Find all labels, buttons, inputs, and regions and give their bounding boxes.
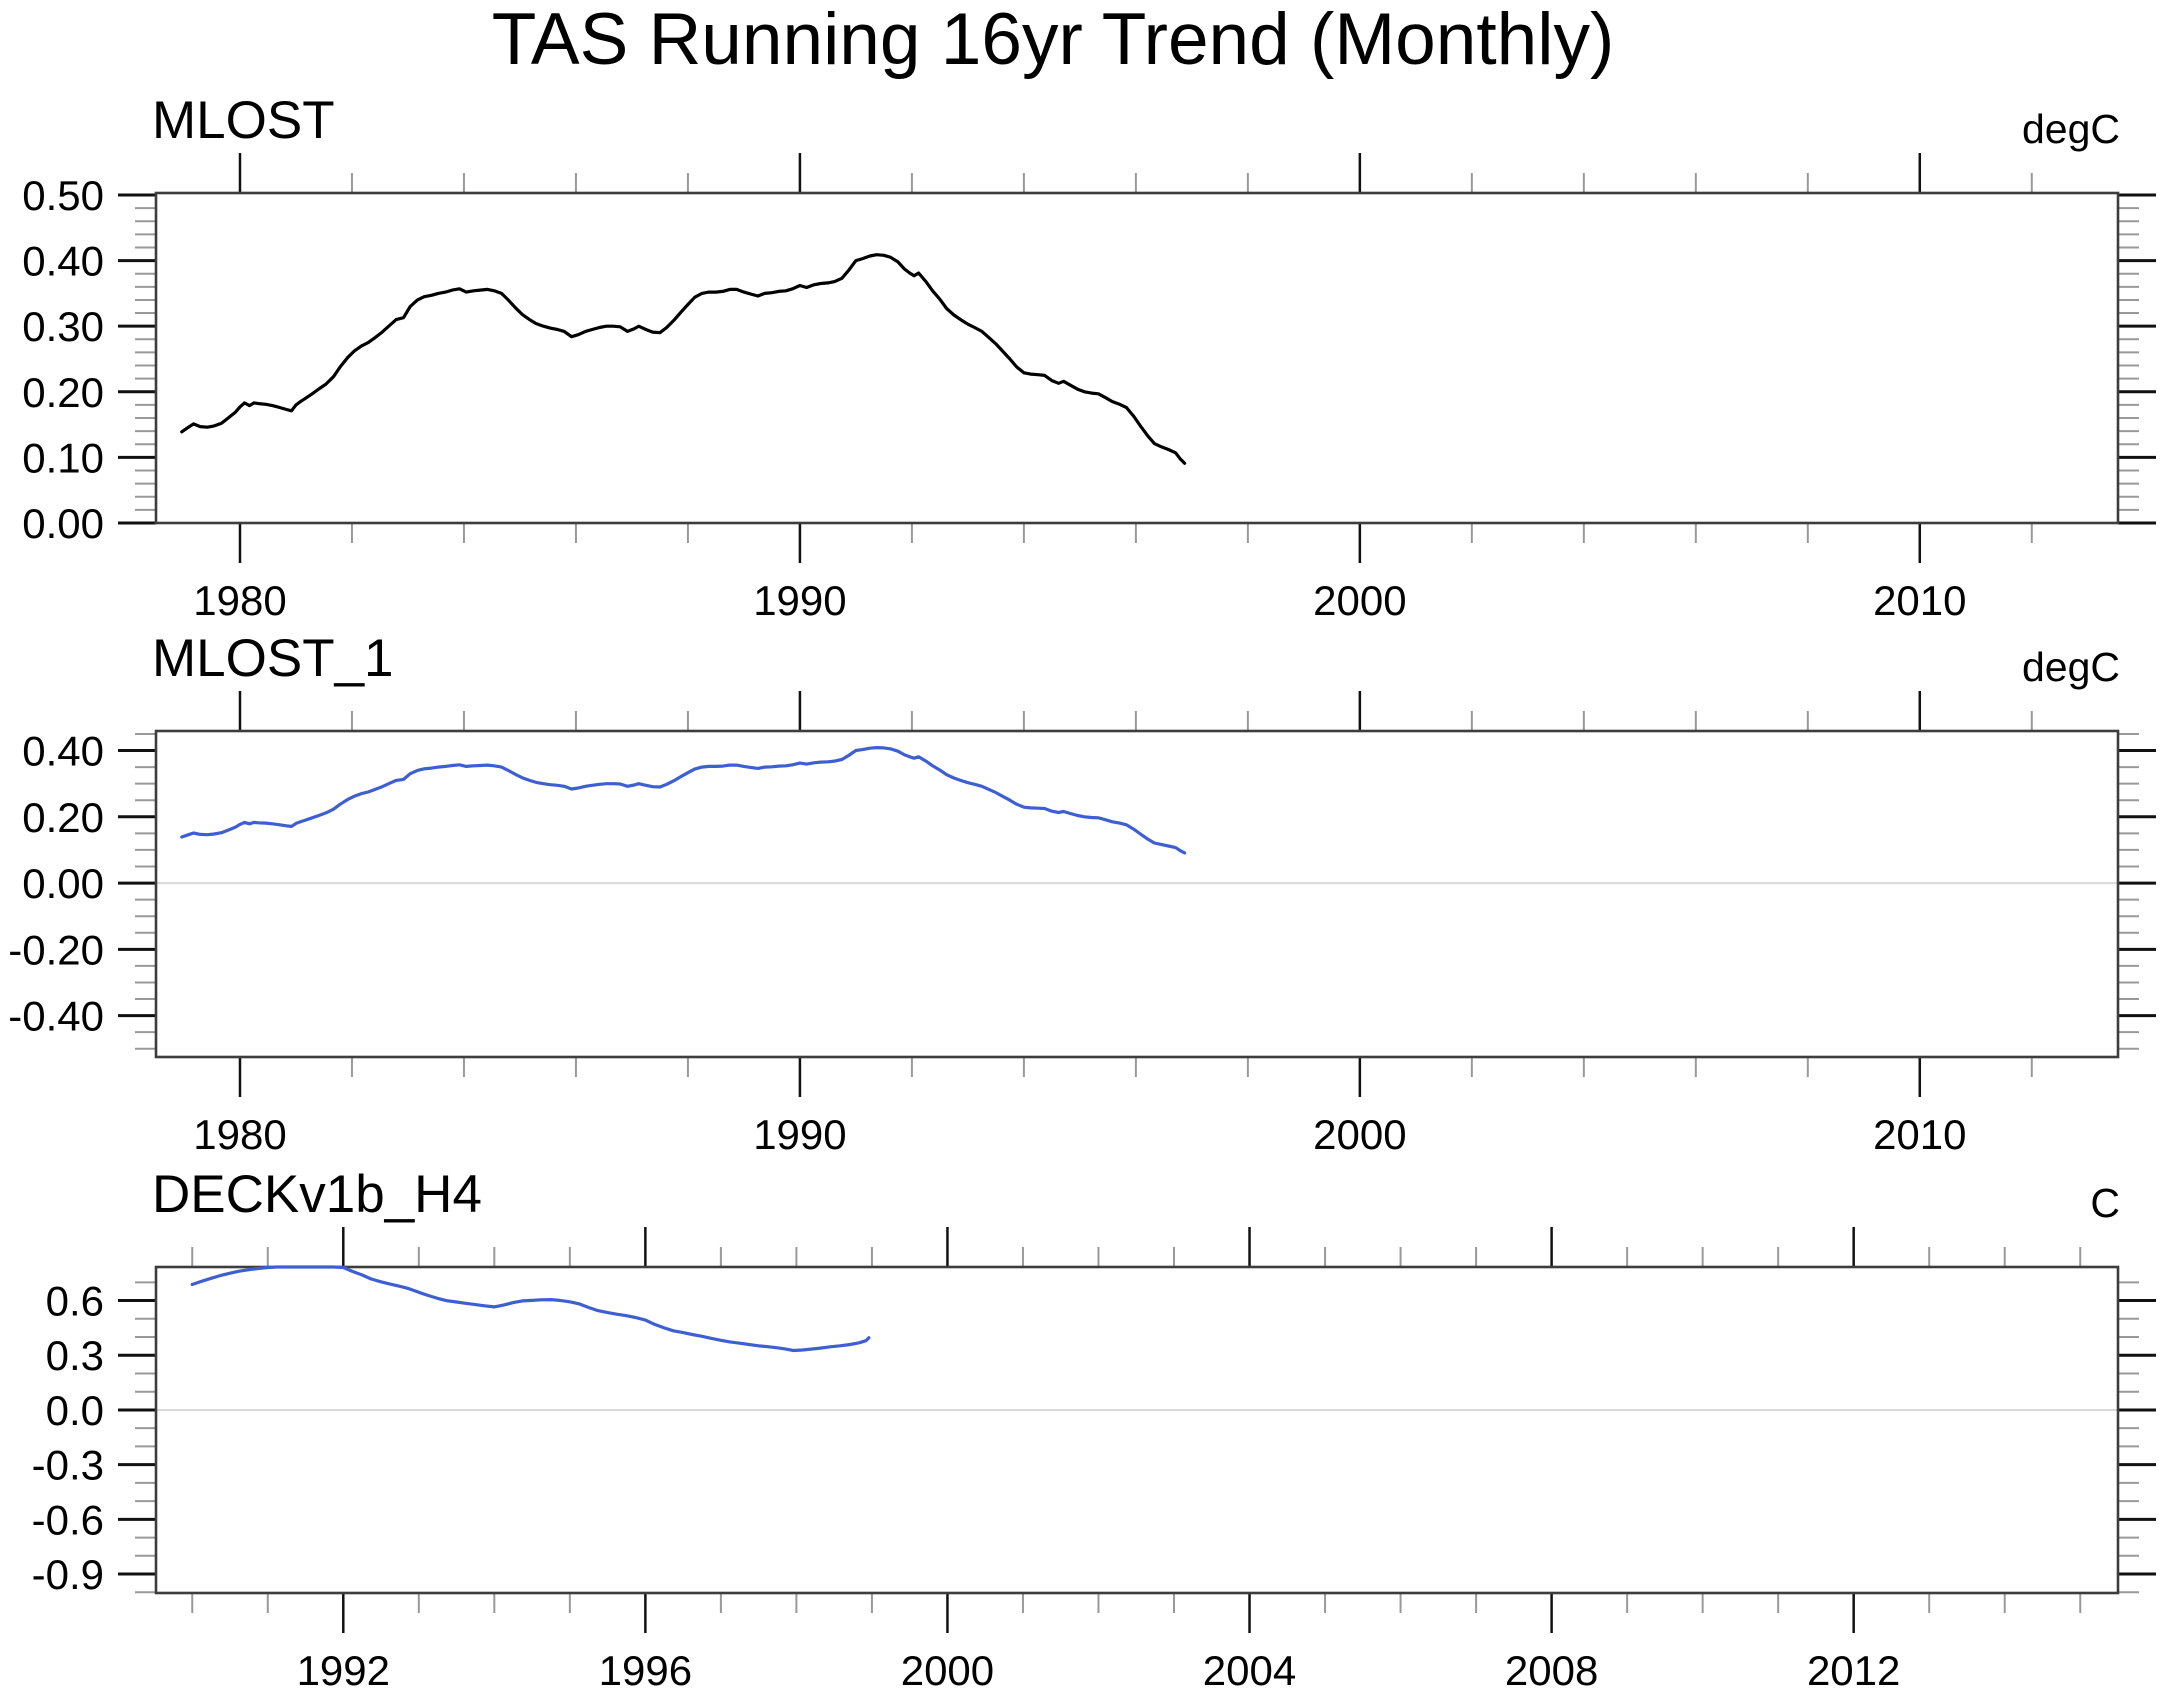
y-tick-label: -0.20	[8, 926, 104, 973]
y-tick-label: 0.50	[22, 172, 104, 219]
unit-label-mlost-1: degC	[2022, 644, 2120, 690]
plot-frame	[154, 191, 2120, 525]
y-tick-label: 0.00	[22, 860, 104, 907]
x-tick-label: 2008	[1505, 1647, 1598, 1694]
mlost-series-line	[180, 253, 1187, 465]
panel-deckv1b-h4: 1992 1996 2000 2004 2008 2012 -0.9 -0.6 -0.3 0.0 0…	[32, 1165, 2156, 1694]
y-tick-label: 0.20	[22, 794, 104, 841]
x-tick-label: 2010	[1873, 1111, 1966, 1158]
y-tick-label: 0.00	[22, 500, 104, 547]
y-tick-label: 0.6	[46, 1278, 104, 1325]
x-tick-label: 1980	[193, 1111, 286, 1158]
panel-title-mlost: MLOST	[152, 91, 335, 150]
x-tick-label: 1980	[193, 577, 286, 624]
plot-frame	[154, 1265, 2120, 1595]
panels-container: 1980 1990 2000 2010 0.00 0.10 0.20 0.30 0.40 0.50…	[8, 91, 2156, 1694]
y-tick-label: 0.0	[46, 1387, 104, 1434]
x-tick-label: 2012	[1807, 1647, 1900, 1694]
panel-title-deckv1b-h4: DECKv1b_H4	[152, 1165, 482, 1224]
panel-title-mlost-1: MLOST_1	[152, 629, 394, 688]
x-tick-label: 1996	[599, 1647, 692, 1694]
y-tick-label: 0.40	[22, 728, 104, 775]
x-tick-label: 2010	[1873, 577, 1966, 624]
panel-mlost-1: 1980 1990 2000 2010 -0.40 -0.20 0.00 0.20 0.40 ML…	[8, 629, 2156, 1158]
chart-main-title: TAS Running 16yr Trend (Monthly)	[492, 0, 1615, 80]
x-tick-label: 2000	[901, 1647, 994, 1694]
deckv1b-h4-series-line	[190, 1265, 871, 1353]
y-tick-label: -0.9	[32, 1551, 104, 1598]
unit-label-deckv1b-h4: C	[2090, 1180, 2120, 1226]
y-tick-label: -0.3	[32, 1442, 104, 1489]
mlost-1-series-line	[180, 745, 1187, 855]
x-tick-label: 1992	[297, 1647, 390, 1694]
x-tick-label: 2000	[1313, 577, 1406, 624]
plot-frame	[154, 729, 2120, 1059]
unit-label-mlost: degC	[2022, 106, 2120, 152]
y-tick-label: -0.40	[8, 993, 104, 1040]
y-tick-label: 0.20	[22, 369, 104, 416]
y-tick-label: 0.10	[22, 434, 104, 481]
x-tick-label: 1990	[753, 577, 846, 624]
panel-mlost: 1980 1990 2000 2010 0.00 0.10 0.20 0.30 0.40 0.50…	[22, 91, 2156, 624]
y-tick-label: 0.40	[22, 238, 104, 285]
y-tick-label: 0.30	[22, 303, 104, 350]
x-tick-label: 1990	[753, 1111, 846, 1158]
y-tick-label: -0.6	[32, 1496, 104, 1543]
x-tick-label: 2004	[1203, 1647, 1296, 1694]
y-tick-label: 0.3	[46, 1332, 104, 1379]
x-tick-label: 2000	[1313, 1111, 1406, 1158]
